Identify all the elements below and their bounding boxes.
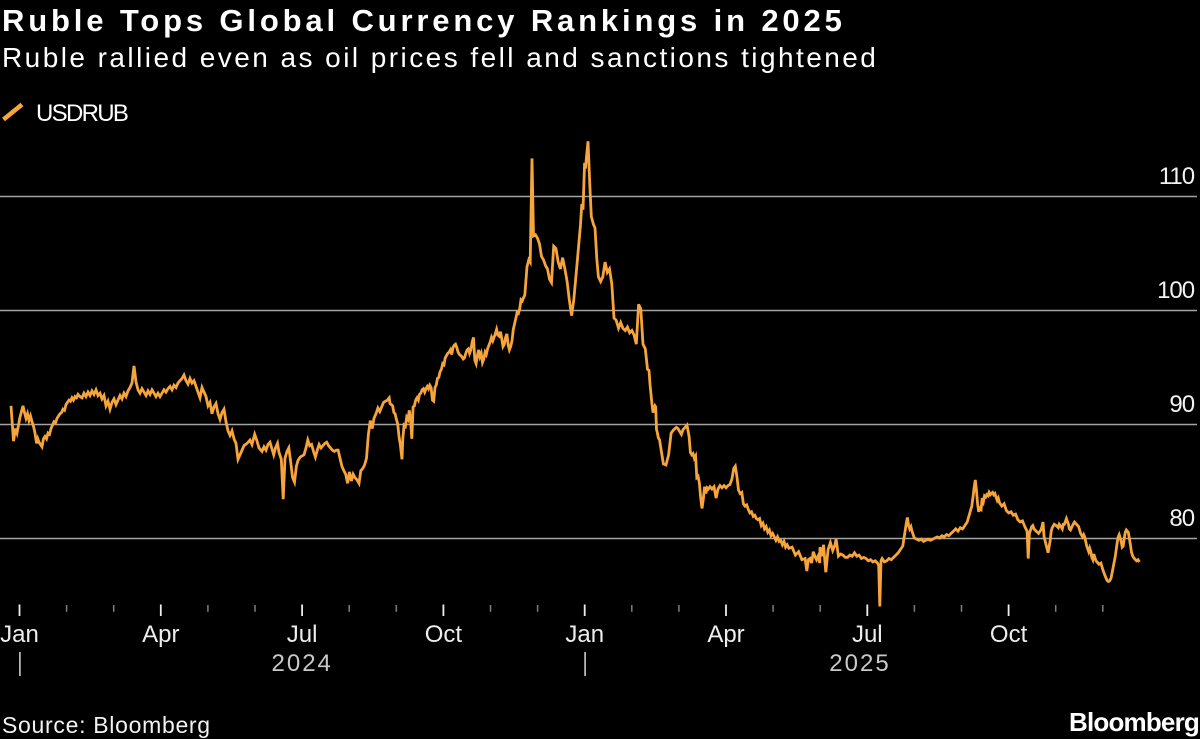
svg-text:2024: 2024 [272,650,333,677]
svg-text:Oct: Oct [990,621,1028,648]
svg-text:100: 100 [1157,277,1195,304]
svg-text:Oct: Oct [425,621,463,648]
svg-text:80: 80 [1169,505,1194,532]
svg-text:2025: 2025 [829,650,890,677]
svg-text:Jan: Jan [0,621,39,648]
svg-text:Jul: Jul [852,621,883,648]
svg-text:90: 90 [1169,391,1194,418]
svg-text:Jul: Jul [287,621,318,648]
svg-text:Apr: Apr [142,621,179,648]
svg-text:Apr: Apr [707,621,744,648]
svg-text:110: 110 [1159,163,1195,190]
svg-text:Jan: Jan [565,621,604,648]
